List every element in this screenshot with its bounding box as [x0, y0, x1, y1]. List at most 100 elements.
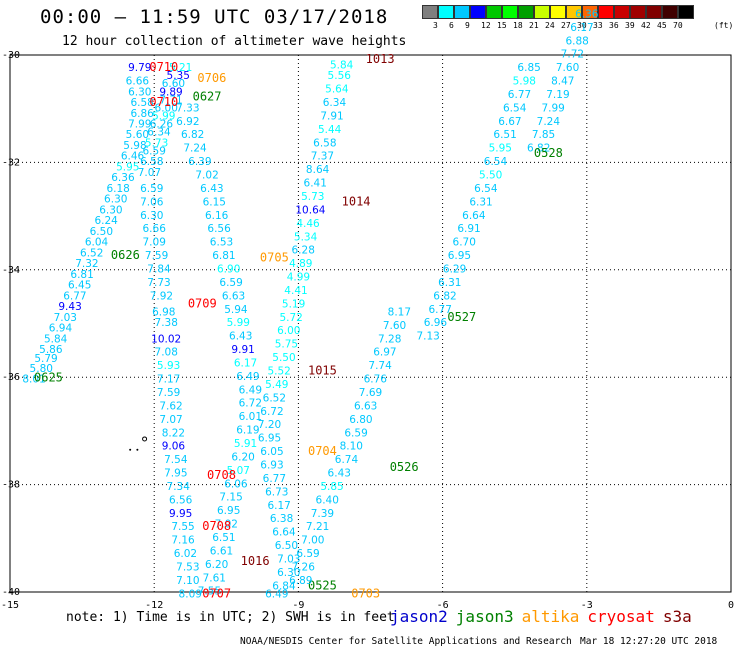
legend-swatch	[614, 5, 630, 19]
wave-height-value: 6.30	[140, 210, 163, 222]
wave-height-value: 5.84	[330, 59, 354, 71]
wave-height-value: 7.73	[147, 277, 170, 289]
wave-height-value: 9.91	[231, 344, 254, 356]
wave-height-value: 6.45	[68, 280, 91, 292]
wave-height-value: 5.72	[279, 312, 302, 324]
wave-height-value: 6.72	[239, 398, 262, 410]
wave-height-value: 8.01	[22, 374, 45, 386]
pass-time-label: 1016	[241, 554, 270, 568]
wave-height-value: 7.03	[54, 312, 77, 324]
wave-height-value: 5.19	[282, 298, 305, 310]
legend-label: 27	[561, 21, 571, 30]
wave-height-value: 6.17	[570, 22, 593, 34]
wave-height-value: 7.38	[155, 317, 178, 329]
wave-height-value: 6.82	[181, 129, 204, 141]
wave-height-value: 6.54	[484, 156, 508, 168]
wave-height-value: 6.82	[433, 290, 456, 302]
wave-height-value: 6.98	[152, 306, 175, 318]
wave-height-value: 7.91	[320, 110, 343, 122]
wave-height-value: 8.09	[179, 588, 202, 600]
wave-height-value: 5.60	[126, 129, 149, 141]
legend-label: 3	[433, 21, 438, 30]
wave-height-value: 5.98	[123, 140, 146, 152]
wave-height-value: 6.56	[207, 223, 231, 235]
legend-label: 70	[673, 21, 683, 30]
wave-height-value: 5.07	[227, 465, 250, 477]
wave-height-value: 7.19	[546, 89, 569, 101]
wave-height-value: 6.51	[212, 532, 235, 544]
pass-time-label: 0705	[260, 251, 289, 265]
legend-label: 18	[513, 21, 523, 30]
pass-time-label: 0710	[149, 95, 178, 109]
wave-height-value: 7.60	[383, 320, 406, 332]
wave-height-value: 7.00	[301, 535, 324, 547]
wave-height-value: 5.98	[513, 76, 536, 88]
legend-label: 36	[609, 21, 619, 30]
wave-height-value: 6.20	[205, 559, 228, 571]
lat-tick-label: -36	[2, 372, 20, 383]
wave-height-value: 5.85	[320, 481, 343, 493]
wave-height-value: 7.59	[157, 387, 180, 399]
legend-swatch	[582, 5, 598, 19]
wave-height-value: 6.66	[143, 223, 167, 235]
wave-height-value: 8.10	[340, 441, 363, 453]
wave-height-value: 6.54	[474, 183, 498, 195]
wave-height-value: 5.50	[272, 352, 295, 364]
wave-height-value: 6.81	[212, 250, 235, 262]
wave-height-value: 7.20	[258, 419, 281, 431]
island-marker	[136, 448, 139, 451]
wave-height-value: 6.05	[260, 446, 283, 458]
legend-swatch	[598, 5, 614, 19]
satellite-legend-item: altika	[521, 607, 580, 626]
wave-height-value: 6.95	[217, 505, 240, 517]
wave-height-value: 5.86	[39, 344, 63, 356]
wave-height-value: 6.81	[70, 269, 93, 281]
wave-height-value: 6.59	[296, 548, 319, 560]
wave-height-value: 6.52	[263, 392, 286, 404]
wave-height-value: 6.86	[130, 108, 154, 120]
island-marker	[142, 436, 148, 442]
legend-swatch	[518, 5, 534, 19]
wave-height-value: 6.51	[493, 129, 516, 141]
wave-height-value: 7.03	[277, 553, 300, 565]
wave-height-value: 6.59	[344, 427, 367, 439]
wave-height-value: 6.92	[176, 116, 199, 128]
wave-height-value: 8.47	[551, 76, 574, 88]
pass-time-label: 0528	[534, 146, 563, 160]
color-legend: 3 6 9 12 15 18 21 24 27 30 33 36 39 42 45 70 (ft)	[422, 5, 740, 31]
wave-height-value: 6.58	[313, 137, 336, 149]
wave-height-value: 7.34	[167, 481, 191, 493]
wave-height-value: 7.02	[195, 170, 218, 182]
wave-height-value: 5.99	[152, 110, 175, 122]
satellite-legend-item: s3a	[662, 607, 692, 626]
wave-height-value: 5.84	[44, 333, 68, 345]
wave-height-value: 7.08	[155, 347, 178, 359]
wave-height-value: 6.94	[49, 323, 73, 335]
wave-height-value: 6.88	[565, 35, 588, 47]
lat-tick-label: -40	[2, 587, 20, 598]
wave-height-value: 6.04	[85, 237, 109, 249]
wave-height-value: 5.95	[489, 143, 512, 155]
wave-height-value: 5.75	[275, 339, 298, 351]
wave-height-value: 6.39	[188, 156, 211, 168]
wave-height-value: 6.49	[236, 371, 259, 383]
wave-height-value: 6.64	[462, 210, 486, 222]
wave-height-value: 6.58	[140, 156, 163, 168]
wave-height-value: 6.77	[263, 473, 286, 485]
pass-time-label: 1014	[342, 194, 371, 208]
wave-height-value: 6.24	[94, 215, 118, 227]
wave-height-value: 6.36	[575, 8, 599, 20]
lat-tick-label: -30	[2, 50, 20, 61]
pass-time-label: 0626	[111, 248, 140, 262]
wave-height-value: 6.17	[267, 500, 290, 512]
wave-height-value: 5.44	[318, 124, 342, 136]
wave-height-value: 8.22	[162, 427, 185, 439]
wave-height-value: 6.63	[222, 290, 245, 302]
wave-height-value: 4.41	[284, 285, 307, 297]
wave-height-value: 6.56	[169, 494, 193, 506]
wave-height-value: 6.34	[147, 127, 171, 139]
wave-height-value: 6.67	[498, 116, 521, 128]
wave-height-value: 7.24	[183, 143, 207, 155]
wave-height-value: 5.94	[224, 304, 248, 316]
